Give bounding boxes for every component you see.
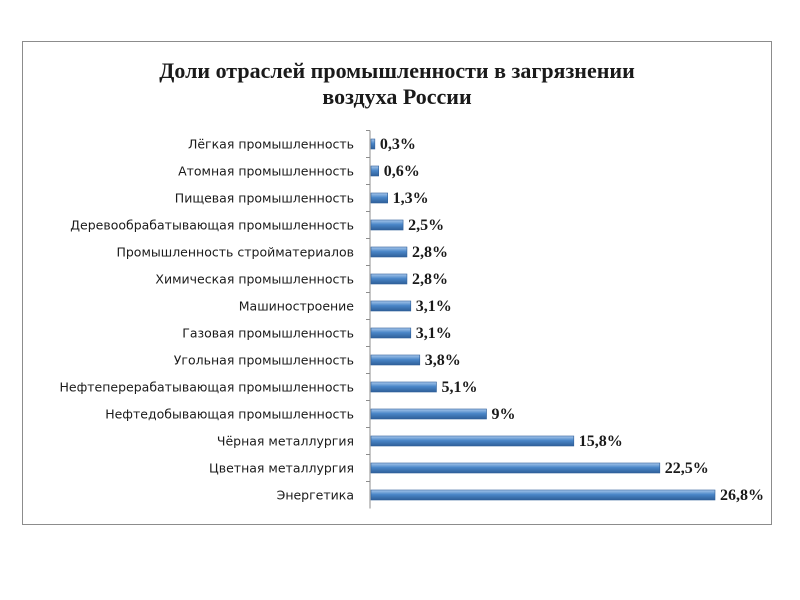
bar bbox=[370, 408, 487, 420]
value-label: 9% bbox=[492, 406, 516, 423]
bar bbox=[370, 138, 376, 150]
bar bbox=[370, 219, 404, 231]
category-label: Нефтедобывающая промышленность bbox=[105, 407, 354, 422]
bar-chart: Лёгкая промышленность 0,3% Атомная промышл… bbox=[59, 130, 764, 509]
category-label: Химическая промышленность bbox=[155, 272, 354, 287]
value-label: 1,3% bbox=[393, 190, 429, 207]
plot-area: Лёгкая промышленность 0,3% Атомная промышл… bbox=[59, 130, 764, 509]
bar bbox=[370, 300, 412, 312]
category-label: Угольная промышленность bbox=[174, 353, 354, 368]
chart-title-line2: воздуха России bbox=[322, 84, 472, 109]
category-label: Нефтеперерабатывающая промышленность bbox=[59, 380, 354, 395]
value-label: 3,1% bbox=[416, 298, 452, 315]
bar bbox=[370, 192, 388, 204]
value-label: 22,5% bbox=[665, 460, 709, 477]
value-label: 3,1% bbox=[416, 325, 452, 342]
value-label: 0,6% bbox=[384, 163, 420, 180]
value-label: 2,8% bbox=[412, 244, 448, 261]
category-label: Энергетика bbox=[277, 488, 354, 503]
category-label: Цветная металлургия bbox=[209, 461, 354, 476]
category-label: Деревообрабатывающая промышленность bbox=[70, 218, 354, 233]
chart-title: Доли отраслей промышленности в загрязнен… bbox=[23, 58, 771, 110]
bar bbox=[370, 246, 408, 258]
value-label: 3,8% bbox=[425, 352, 461, 369]
bar bbox=[370, 462, 661, 474]
category-label: Атомная промышленность bbox=[178, 164, 354, 179]
value-label: 26,8% bbox=[720, 487, 764, 504]
bar bbox=[370, 489, 716, 501]
value-label: 5,1% bbox=[441, 379, 477, 396]
value-label: 2,5% bbox=[408, 217, 444, 234]
bar bbox=[370, 327, 412, 339]
category-label: Лёгкая промышленность bbox=[188, 137, 354, 152]
chart-title-line1: Доли отраслей промышленности в загрязнен… bbox=[159, 58, 635, 83]
category-label: Чёрная металлургия bbox=[217, 434, 354, 449]
bar bbox=[370, 354, 421, 366]
bar bbox=[370, 381, 437, 393]
value-label: 0,3% bbox=[380, 136, 416, 153]
category-label: Газовая промышленность bbox=[182, 326, 354, 341]
chart-frame: Доли отраслей промышленности в загрязнен… bbox=[22, 41, 772, 525]
value-label: 2,8% bbox=[412, 271, 448, 288]
category-label: Промышленность стройматериалов bbox=[116, 245, 354, 260]
bar bbox=[370, 273, 408, 285]
category-label: Пищевая промышленность bbox=[175, 191, 354, 206]
bar bbox=[370, 165, 380, 177]
category-label: Машиностроение bbox=[239, 299, 355, 314]
value-label: 15,8% bbox=[579, 433, 623, 450]
bar bbox=[370, 435, 575, 447]
